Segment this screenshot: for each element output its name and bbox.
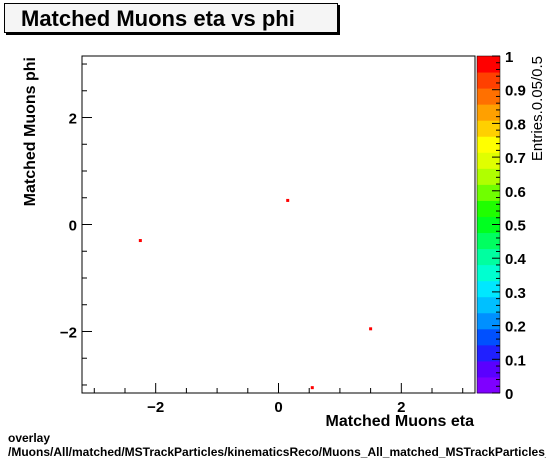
colorbar-tick-label: 1 [505, 49, 513, 66]
colorbar-swatch [477, 184, 500, 201]
colorbar-swatch [477, 232, 500, 250]
colorbar-swatch [477, 360, 500, 378]
colorbar-swatch [477, 328, 500, 346]
colorbar-swatch [477, 56, 500, 73]
colorbar-tick-label: 0.4 [505, 251, 527, 268]
y-tick-label: −2 [60, 324, 77, 341]
x-tick-label: 2 [397, 399, 405, 416]
colorbar-swatch [477, 344, 500, 362]
colorbar-swatch [477, 88, 500, 105]
footer-line-1: overlay [8, 432, 51, 445]
plot-frame [81, 55, 476, 394]
colorbar-swatch [477, 376, 500, 394]
colorbar-swatch [477, 280, 500, 298]
colorbar-swatch [477, 72, 500, 89]
colorbar-swatch [477, 120, 500, 137]
x-tick-label: 0 [274, 399, 282, 416]
colorbar-swatch [477, 264, 500, 282]
colorbar-tick-label: 0.2 [505, 319, 526, 336]
data-point [310, 386, 314, 390]
colorbar-tick-label: 0.1 [505, 352, 526, 369]
colorbar-swatch [477, 168, 500, 185]
colorbar-swatch [477, 248, 500, 266]
colorbar-tick-label: 0.3 [505, 285, 526, 302]
colorbar-tick-label: 0.7 [505, 150, 526, 167]
colorbar-swatch [477, 296, 500, 314]
data-point [286, 198, 290, 202]
footer-line-2: /Muons/All/matched/MSTrackParticles/kine… [8, 446, 546, 459]
chart-title: Matched Muons eta vs phi [4, 3, 338, 33]
colorbar-swatch [477, 136, 500, 153]
data-point [369, 327, 373, 331]
y-axis-label: Matched Muons phi [22, 57, 39, 206]
y-tick-label: 2 [69, 111, 77, 128]
y-tick-label: 0 [69, 218, 77, 235]
colorbar-swatch [477, 312, 500, 330]
x-axis-label: Matched Muons eta [326, 413, 475, 430]
colorbar-tick-label: 0 [505, 386, 513, 403]
colorbar-swatch [477, 200, 500, 217]
colorbar-tick-label: 0.6 [505, 184, 526, 201]
colorbar-label: Entries.0.05/0.5 [529, 56, 546, 161]
colorbar-tick-label: 0.8 [505, 116, 526, 133]
colorbar-tick-label: 0.9 [505, 83, 526, 100]
x-tick-label: −2 [147, 399, 164, 416]
colorbar-tick-label: 0.5 [505, 218, 526, 235]
colorbar-swatch [477, 216, 500, 234]
data-point [138, 239, 142, 243]
colorbar-swatch [477, 152, 500, 169]
colorbar-swatch [477, 104, 500, 121]
